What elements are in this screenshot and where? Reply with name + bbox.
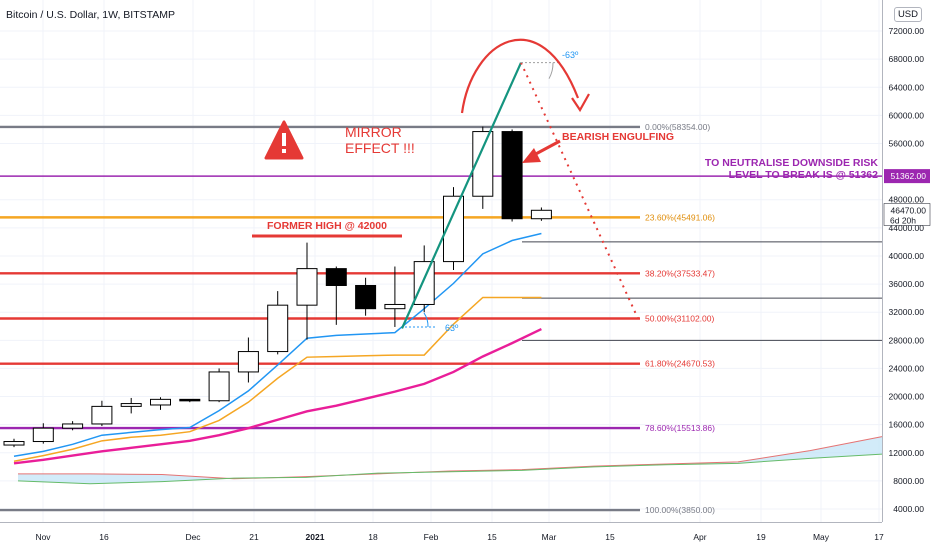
fib-level-label: 61.80%(24670.53)	[645, 359, 715, 369]
bearish-arrow-head	[522, 148, 541, 163]
former-high-label: FORMER HIGH @ 42000	[267, 220, 387, 232]
fib-level-label: 0.00%(58354.00)	[645, 122, 710, 132]
candle-body	[179, 398, 201, 402]
ma-blue-line	[13, 232, 542, 458]
y-tick-label: 28000.00	[889, 335, 925, 345]
cloud-area	[18, 436, 882, 484]
y-tick-label: 36000.00	[889, 279, 925, 289]
fib-level-label: 78.60%(15513.86)	[645, 423, 715, 433]
neutralise-label: LEVEL TO BREAK IS @ 51362	[729, 169, 878, 181]
angle-label-bottom: 63º	[445, 323, 459, 333]
x-tick-label: Nov	[35, 532, 51, 542]
chart-title: Bitcoin / U.S. Dollar, 1W, BITSTAMP	[6, 9, 176, 21]
x-tick-label: Dec	[185, 532, 201, 542]
candle-body	[443, 195, 464, 263]
y-tick-label: 68000.00	[889, 54, 925, 64]
x-tick-label: 15	[605, 532, 615, 542]
x-tick-label: 17	[874, 532, 884, 542]
candle-body	[472, 131, 494, 197]
y-tick-label: 12000.00	[889, 448, 925, 458]
y-tick-label: 56000.00	[889, 139, 925, 149]
x-tick-label: Mar	[542, 532, 557, 542]
y-tick-label: 24000.00	[889, 363, 925, 373]
x-tick-label: 2021	[306, 532, 325, 542]
y-tick-label: 44000.00	[889, 223, 925, 233]
y-tick-label: 16000.00	[889, 420, 925, 430]
projection-line-down	[520, 62, 639, 319]
fib-level-label: 38.20%(37533.47)	[645, 268, 715, 278]
candle-body	[296, 268, 318, 306]
candle-body	[120, 403, 142, 407]
reversal-arc	[460, 38, 580, 114]
candle-body	[267, 304, 289, 353]
x-tick-label: 15	[487, 532, 497, 542]
y-tick-label: 32000.00	[889, 307, 925, 317]
x-tick-label: 16	[99, 532, 109, 542]
candle-body	[413, 261, 435, 305]
angle-arc-bottom	[423, 312, 429, 327]
y-tick-label: 40000.00	[889, 251, 925, 261]
ma-pink-line	[13, 327, 542, 465]
price-tag-purple	[884, 169, 930, 184]
cloud-line-lower	[17, 453, 883, 485]
reversal-arrow-head	[571, 93, 590, 113]
countdown-label: 6d 20h	[890, 215, 916, 225]
y-tick-label: 20000.00	[889, 392, 925, 402]
currency-button[interactable]: USD	[893, 7, 922, 22]
candle-body	[355, 284, 377, 310]
x-tick-label: Feb	[424, 532, 439, 542]
y-tick-label: 4000.00	[893, 504, 924, 514]
mirror-effect-label: EFFECT !!!	[345, 140, 415, 156]
candle-body	[384, 303, 406, 310]
warning-icon-bar	[282, 133, 286, 146]
x-tick-label: Apr	[693, 532, 706, 542]
candle-body	[62, 423, 84, 429]
bearish-engulfing-label: BEARISH ENGULFING	[562, 131, 674, 143]
angle-arc-top	[548, 62, 554, 79]
candle-body	[91, 405, 113, 425]
candle-body	[237, 351, 259, 373]
candle-body	[3, 441, 25, 446]
candle-body	[501, 131, 523, 220]
candle-body	[325, 268, 347, 286]
candle-body	[530, 209, 552, 220]
price-tag-current	[883, 203, 931, 226]
y-tick-label: 48000.00	[889, 195, 925, 205]
neutralise-label: TO NEUTRALISE DOWNSIDE RISK	[705, 157, 878, 169]
candle-body	[208, 371, 230, 402]
x-tick-label: 21	[249, 532, 259, 542]
angle-label-top: -63º	[562, 50, 579, 60]
x-tick-label: 18	[368, 532, 378, 542]
mirror-effect-label: MIRROR	[345, 124, 402, 140]
cloud-line-upper	[18, 436, 883, 480]
y-tick-label: 8000.00	[893, 476, 924, 486]
candle-body	[150, 398, 171, 406]
candle-body	[32, 427, 54, 443]
warning-icon-dot	[282, 149, 286, 153]
price-tag-purple-text: 51362.00	[891, 171, 927, 181]
y-tick-label: 72000.00	[889, 26, 925, 36]
fib-level-label: 100.00%(3850.00)	[645, 505, 715, 515]
x-tick-label: May	[813, 532, 830, 542]
trend-line-up	[400, 62, 523, 329]
x-tick-label: 19	[756, 532, 766, 542]
price-tag-current-text: 46470.00	[891, 205, 927, 215]
ma-orange-line	[13, 296, 542, 462]
fib-level-label: 50.00%(31102.00)	[645, 314, 714, 324]
y-tick-label: 60000.00	[889, 110, 925, 120]
y-tick-label: 64000.00	[889, 82, 925, 92]
fib-level-label: 23.60%(45491.06)	[645, 212, 715, 222]
